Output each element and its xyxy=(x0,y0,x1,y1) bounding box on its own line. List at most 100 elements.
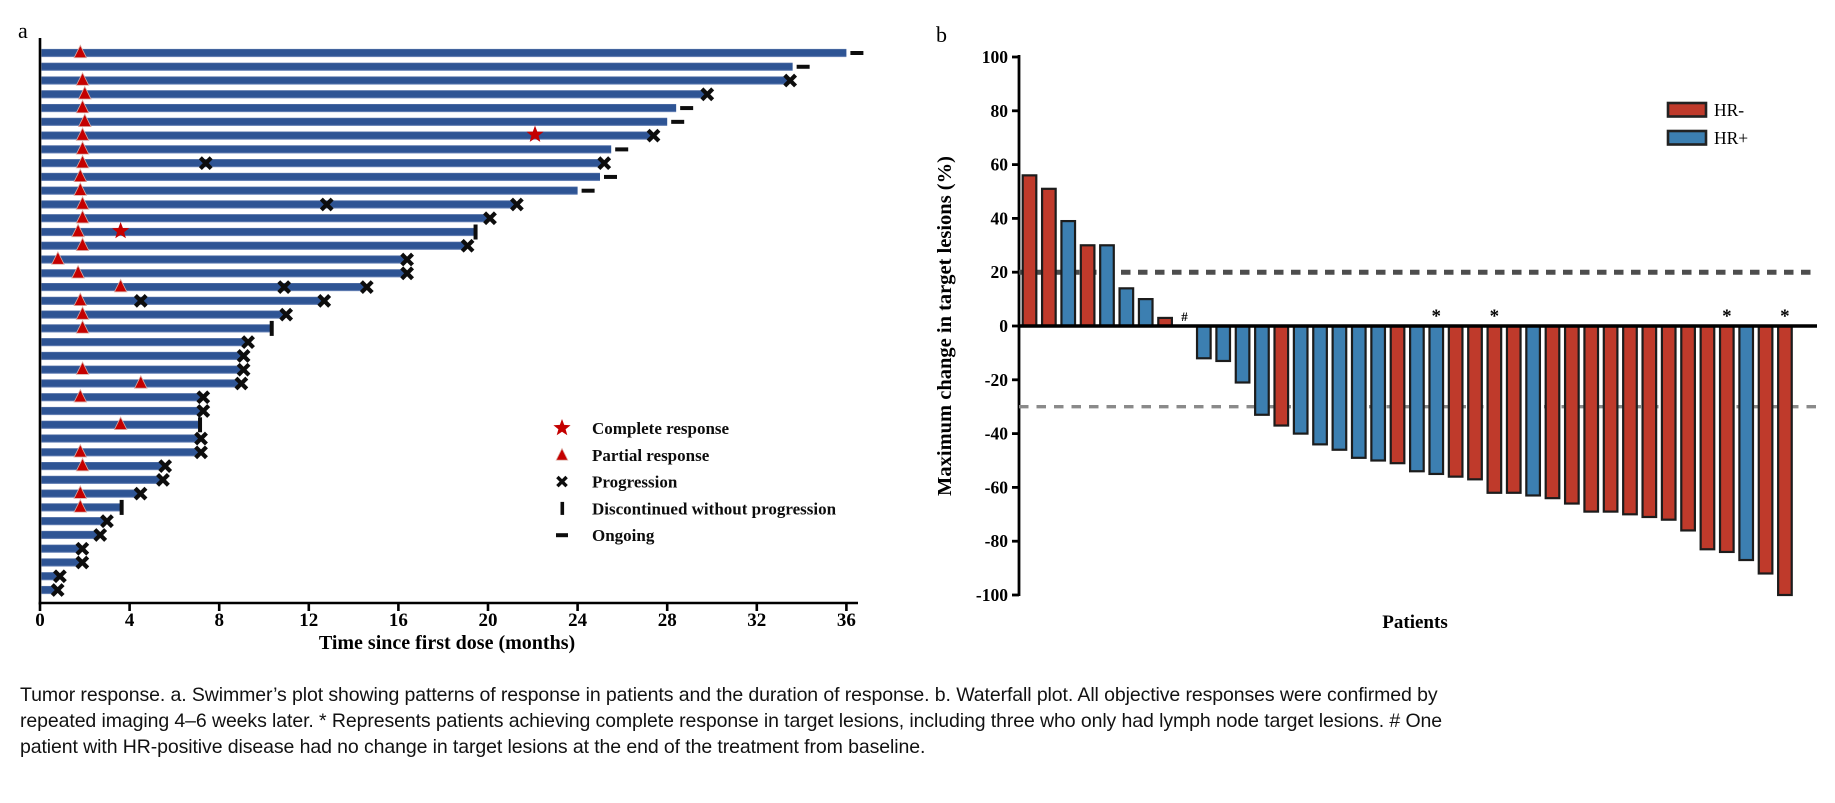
swimmer-bar xyxy=(41,296,323,305)
progression-x-icon xyxy=(400,252,415,267)
panel-a-x-tick-label: 0 xyxy=(35,610,45,631)
swimmer-bar xyxy=(41,62,793,71)
waterfall-bar xyxy=(1505,324,1522,494)
swimmer-row xyxy=(41,388,211,405)
progression-x-icon xyxy=(319,197,334,212)
progression-x-icon xyxy=(783,73,798,88)
waterfall-bar-group: * xyxy=(1428,306,1445,476)
waterfall-bar-group xyxy=(1408,324,1425,473)
swimmer-row xyxy=(41,349,251,363)
panel-b-y-tick-label: -80 xyxy=(985,531,1009,551)
swimmer-row xyxy=(41,71,798,88)
progression-x-icon xyxy=(196,390,211,405)
partial-response-triangle-icon xyxy=(75,306,90,320)
partial-response-triangle-icon xyxy=(77,85,92,100)
swimmer-row xyxy=(41,306,294,322)
swimmer-bar xyxy=(41,172,600,182)
partial-response-triangle-icon xyxy=(71,223,85,238)
swimmer-row xyxy=(41,237,475,253)
panel-b-x-axis-title: Patients xyxy=(1382,612,1447,633)
waterfall-bar-group xyxy=(1738,324,1755,562)
swimmer-row xyxy=(41,85,715,102)
progression-x-icon xyxy=(234,376,249,391)
ongoing-dash-icon xyxy=(796,64,810,69)
star-annotation: * xyxy=(1432,306,1442,327)
waterfall-bar xyxy=(1215,324,1232,363)
waterfall-bar xyxy=(1408,324,1425,473)
waterfall-bar-group xyxy=(1467,324,1483,481)
panel-a-x-tick-label: 8 xyxy=(214,610,224,631)
swimmer-bar xyxy=(41,145,612,154)
waterfall-bar xyxy=(1757,324,1774,575)
waterfall-bar xyxy=(1370,324,1387,462)
waterfall-bar-group xyxy=(1447,324,1464,478)
legend-swatch xyxy=(1666,101,1708,118)
ongoing-dash-icon xyxy=(615,147,629,152)
panel-b-label: b xyxy=(936,22,947,47)
progression-x-icon xyxy=(509,197,524,212)
partial-response-triangle-icon xyxy=(73,44,88,59)
legend-item-vbar: Discontinued without progression xyxy=(560,499,837,518)
progression-x-icon xyxy=(133,293,148,308)
swimmer-row xyxy=(41,374,249,391)
progression-x-icon xyxy=(236,349,251,363)
panel-b-y-tick-label: -60 xyxy=(985,477,1009,497)
waterfall-bar-group xyxy=(1060,219,1077,328)
waterfall-bar xyxy=(1389,324,1406,465)
swimmer-row xyxy=(41,140,629,155)
swimmer-bar xyxy=(41,544,81,553)
panel-b-legend: HR- HR+ xyxy=(1666,100,1748,148)
waterfall-bar xyxy=(1118,287,1135,328)
waterfall-bar xyxy=(1350,324,1367,459)
waterfall-bar-group xyxy=(1641,324,1658,519)
swimmer-row xyxy=(41,528,108,542)
legend-item-cross: Progression xyxy=(556,473,678,492)
waterfall-bar xyxy=(1273,324,1290,427)
swimmer-bar xyxy=(41,310,285,319)
swimmer-bar xyxy=(41,186,578,195)
partial-response-triangle-icon xyxy=(113,278,128,293)
legend-label: Discontinued without progression xyxy=(592,499,837,518)
discontinued-bar-icon xyxy=(560,501,565,515)
swimmer-row xyxy=(41,209,497,226)
partial-response-triangle-icon xyxy=(73,168,88,183)
swimmer-bar xyxy=(41,530,99,540)
partial-response-triangle-icon xyxy=(75,195,90,210)
waterfall-bar-group xyxy=(1292,324,1309,435)
panel-a-legend: Complete response Partial response Progres… xyxy=(553,419,837,545)
swimmer-bar xyxy=(41,351,242,361)
swimmer-bar xyxy=(41,434,200,443)
swimmer-bar xyxy=(41,462,164,471)
partial-response-triangle-icon xyxy=(133,374,148,389)
waterfall-bar xyxy=(1738,324,1755,562)
swimmer-bar xyxy=(41,255,406,264)
hash-annotation: # xyxy=(1181,309,1188,324)
waterfall-bar-group xyxy=(1312,324,1328,446)
progression-x-icon xyxy=(100,514,114,529)
waterfall-bar-group xyxy=(1660,324,1677,521)
swimmer-bar xyxy=(41,159,603,168)
swimmer-row xyxy=(41,319,274,336)
progression-x-icon xyxy=(483,211,497,226)
waterfall-bar xyxy=(1602,324,1619,513)
panel-b-y-tick-label: -20 xyxy=(985,370,1009,390)
legend-item-triangle: Partial response xyxy=(555,446,710,465)
progression-x-icon xyxy=(158,459,173,473)
panel-b-y-tick-label: 20 xyxy=(991,262,1009,282)
waterfall-bar xyxy=(1680,324,1696,532)
swimmer-bar xyxy=(41,558,81,567)
waterfall-bar-group xyxy=(1273,324,1290,427)
swimmer-row xyxy=(41,292,332,308)
progression-x-icon xyxy=(400,266,415,281)
swimmer-bar xyxy=(41,90,706,99)
progression-x-icon xyxy=(196,404,211,418)
progression-x-icon xyxy=(53,569,67,584)
waterfall-bar xyxy=(1040,187,1057,328)
legend-swatch xyxy=(1666,129,1708,146)
swimmer-row xyxy=(41,182,595,196)
progression-x-icon xyxy=(317,293,332,308)
partial-response-triangle-icon xyxy=(77,113,92,127)
waterfall-bar xyxy=(1079,244,1096,328)
partial-response-triangle-icon xyxy=(75,127,90,141)
waterfall-bar xyxy=(1254,324,1270,416)
